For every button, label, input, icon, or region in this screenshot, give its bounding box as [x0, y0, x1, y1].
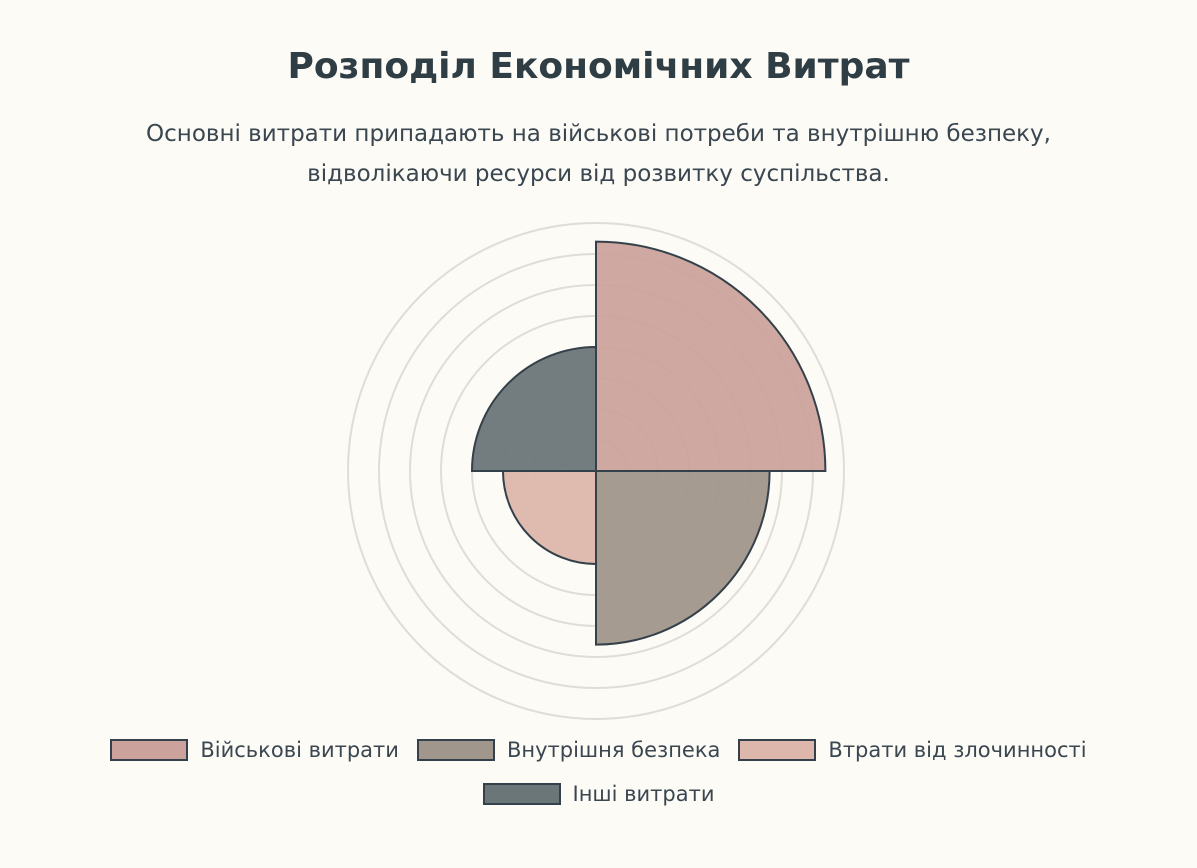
legend-label: Внутрішня безпека	[506, 738, 721, 762]
legend-label: Інші витрати	[572, 782, 715, 806]
legend: Військові витрати Внутрішня безпека Втрати…	[60, 733, 1137, 811]
grid-ring	[347, 222, 845, 720]
legend-item[interactable]: Втрати від злочинності	[738, 733, 1087, 767]
segment-2[interactable]	[595, 470, 771, 646]
segment-1[interactable]	[595, 240, 827, 472]
legend-swatch	[416, 739, 495, 761]
legend-item[interactable]: Інші витрати	[482, 777, 715, 811]
chart-subtitle: Основні витрати припадають на військові …	[146, 121, 1051, 187]
legend-label: Втрати від злочинності	[828, 738, 1087, 762]
chart-title: Розподіл Економічних Витрат	[287, 46, 910, 87]
segment-3[interactable]	[501, 470, 597, 566]
legend-item[interactable]: Військові витрати	[110, 733, 399, 767]
legend-label: Військові витрати	[200, 738, 399, 762]
legend-swatch	[738, 739, 817, 761]
legend-swatch	[482, 783, 561, 805]
segment-4[interactable]	[470, 345, 597, 472]
legend-swatch	[110, 739, 189, 761]
chart-segments	[470, 240, 827, 646]
legend-item[interactable]: Внутрішня безпека	[416, 733, 721, 767]
